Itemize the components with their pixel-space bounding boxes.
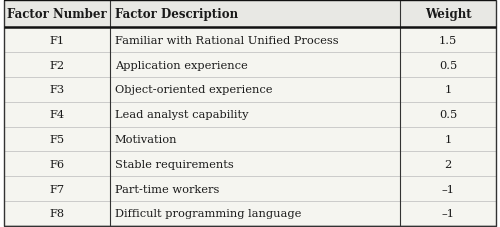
Bar bbox=[4, 53, 496, 78]
Text: Difficult programming language: Difficult programming language bbox=[115, 209, 301, 219]
Text: –1: –1 bbox=[442, 184, 454, 194]
Text: Motivation: Motivation bbox=[115, 134, 178, 144]
Text: Stable requirements: Stable requirements bbox=[115, 159, 234, 169]
Text: Application experience: Application experience bbox=[115, 60, 248, 70]
Text: F6: F6 bbox=[50, 159, 64, 169]
Bar bbox=[4, 201, 496, 226]
Text: Factor Number: Factor Number bbox=[7, 8, 107, 21]
Bar bbox=[4, 152, 496, 176]
Text: Object-oriented experience: Object-oriented experience bbox=[115, 85, 272, 95]
Text: F7: F7 bbox=[50, 184, 64, 194]
Text: F5: F5 bbox=[50, 134, 64, 144]
Text: F4: F4 bbox=[50, 110, 64, 120]
Text: Weight: Weight bbox=[424, 8, 472, 21]
Text: 1.5: 1.5 bbox=[439, 36, 457, 46]
Bar bbox=[4, 1, 496, 28]
Text: 2: 2 bbox=[444, 159, 452, 169]
Text: Part-time workers: Part-time workers bbox=[115, 184, 219, 194]
Bar bbox=[4, 102, 496, 127]
Text: Lead analyst capability: Lead analyst capability bbox=[115, 110, 248, 120]
Text: F2: F2 bbox=[50, 60, 64, 70]
Text: 1: 1 bbox=[444, 134, 452, 144]
Text: 0.5: 0.5 bbox=[439, 110, 457, 120]
Bar bbox=[4, 127, 496, 152]
Text: –1: –1 bbox=[442, 209, 454, 219]
Text: F8: F8 bbox=[50, 209, 64, 219]
Text: F3: F3 bbox=[50, 85, 64, 95]
Text: F1: F1 bbox=[50, 36, 64, 46]
Text: Familiar with Rational Unified Process: Familiar with Rational Unified Process bbox=[115, 36, 338, 46]
Bar bbox=[4, 78, 496, 102]
Text: 0.5: 0.5 bbox=[439, 60, 457, 70]
Bar bbox=[4, 28, 496, 53]
Text: 1: 1 bbox=[444, 85, 452, 95]
Text: Factor Description: Factor Description bbox=[115, 8, 238, 21]
Bar bbox=[4, 176, 496, 201]
